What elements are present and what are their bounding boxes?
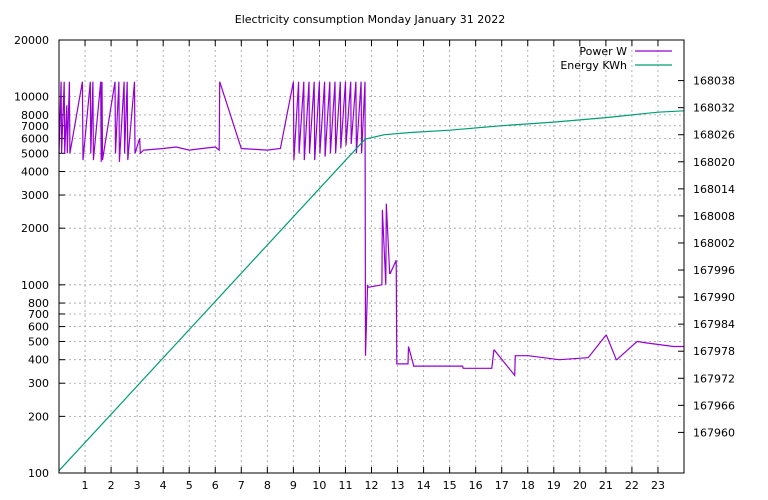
chart-title: Electricity consumption Monday January 3… [235,13,505,26]
x-tick-label: 13 [391,479,405,492]
y-tick-label: 10000 [14,91,49,104]
x-tick-label: 9 [290,479,297,492]
legend-label-energy: Energy KWh [560,59,627,72]
y2-tick-label: 167984 [693,318,735,331]
x-tick-label: 12 [365,479,379,492]
y2-tick-label: 168038 [693,75,735,88]
y-axis-right: 167960 167966 167972 167978 167984 167990 1679… [678,75,735,439]
y-tick-label: 800 [28,297,49,310]
x-tick-label: 23 [651,479,665,492]
y2-tick-label: 168026 [693,129,735,142]
y-tick-label: 200 [28,410,49,423]
x-tick-label: 5 [186,479,193,492]
grid-lines [59,39,684,474]
x-tick-label: 3 [134,479,141,492]
y-tick-label: 6000 [21,132,49,145]
x-tick-label: 19 [547,479,561,492]
series-power-line [58,81,684,378]
legend-label-power: Power W [579,45,627,58]
y2-tick-label: 167996 [693,264,735,277]
x-tick-label: 1 [82,479,89,492]
x-tick-label: 15 [443,479,457,492]
x-tick-label: 2 [108,479,115,492]
legend: Power W Energy KWh [560,45,672,72]
x-tick-label: 14 [417,479,431,492]
y-tick-label: 7000 [21,120,49,133]
y-tick-label: 4000 [21,166,49,179]
y-tick-label: 400 [28,354,49,367]
y-tick-label: 100 [28,467,49,480]
x-axis: 1 2 3 4 5 6 7 8 9 10 11 12 13 14 15 16 17 18 19 20 21 22 23 [82,40,665,492]
y2-tick-label: 168020 [693,156,735,169]
y2-tick-label: 167966 [693,399,735,412]
x-tick-label: 7 [238,479,245,492]
x-tick-label: 11 [338,479,352,492]
x-tick-label: 18 [521,479,535,492]
y-tick-label: 300 [28,377,49,390]
y-tick-label: 5000 [21,147,49,160]
plot-frame [58,39,685,474]
y-tick-label: 1000 [21,279,49,292]
y-tick-label: 20000 [14,34,49,47]
y-tick-label: 700 [28,308,49,321]
x-tick-label: 16 [469,479,483,492]
y-tick-label: 600 [28,321,49,334]
y2-tick-label: 167978 [693,345,735,358]
x-tick-label: 22 [625,479,639,492]
x-tick-label: 20 [573,479,587,492]
series-lines [58,81,685,472]
y-tick-label: 3000 [21,189,49,202]
y2-tick-label: 168014 [693,183,735,196]
y2-tick-label: 168002 [693,237,735,250]
x-tick-label: 21 [599,479,613,492]
x-tick-label: 10 [312,479,326,492]
y2-tick-label: 168032 [693,102,735,115]
y2-tick-label: 167990 [693,291,735,304]
y2-tick-label: 167960 [693,426,735,439]
x-tick-label: 17 [495,479,509,492]
x-tick-label: 4 [160,479,167,492]
y2-tick-label: 168008 [693,210,735,223]
y-tick-label: 500 [28,335,49,348]
y-tick-label: 2000 [21,222,49,235]
y2-tick-label: 167972 [693,372,735,385]
x-tick-label: 6 [212,479,219,492]
x-tick-label: 8 [264,479,271,492]
y-tick-label: 8000 [21,109,49,122]
series-energy-line [58,110,685,472]
